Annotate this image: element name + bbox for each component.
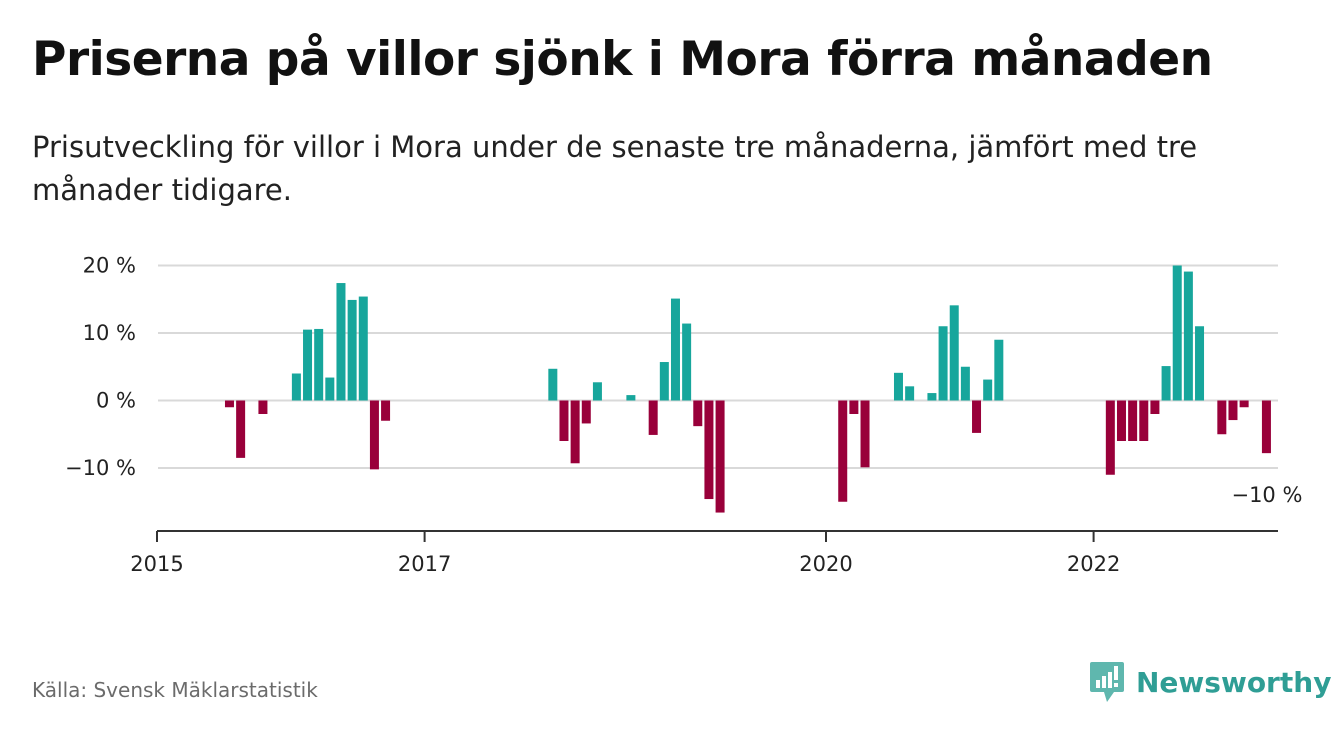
bar-2020-07 [893,372,903,401]
bar-2023-04 [1261,400,1271,454]
bar-2019-02 [704,400,714,500]
bar-2018-04 [592,382,602,401]
bar-2022-08 [1172,265,1182,401]
bar-2020-04 [860,400,870,468]
bar-2016-04 [325,377,335,401]
last-value-label: −10 % [1231,483,1302,507]
bar-2018-01 [559,400,569,441]
bar-2016-07 [358,296,368,401]
axes: 20 % 10 % 0 % −10 % 2015 2017 2020 2022 −10 % [65,254,1302,577]
x-tick-label: 2017 [398,552,451,576]
bar-2022-12 [1217,400,1227,435]
bar-2022-10 [1195,326,1205,401]
bar-2016-08 [369,400,379,470]
y-tick-label: −10 % [65,456,136,480]
bar-2018-03 [581,400,591,424]
bar-2022-02 [1105,400,1115,475]
bar-2018-11 [670,298,680,401]
bar-2023-02 [1239,400,1249,408]
bar-2016-03 [314,328,324,401]
bar-2021-02 [972,400,982,433]
bar-2015-08 [236,400,246,458]
newsworthy-logo-icon [1090,662,1124,702]
bar-2022-06 [1150,400,1160,414]
bar-2018-02 [570,400,580,464]
bar-2018-07 [626,395,636,401]
y-tick-label: 20 % [83,254,136,278]
bar-2022-05 [1139,400,1149,441]
bar-2016-06 [347,299,357,401]
y-tick-label: 0 % [96,389,136,413]
bar-2018-10 [659,362,669,401]
source-note: Källa: Svensk Mäklarstatistik [32,678,318,702]
bar-2021-01 [960,366,970,401]
bar-2020-08 [905,386,915,401]
bar-2016-09 [381,400,391,421]
bar-2022-09 [1183,271,1193,401]
bar-2022-04 [1128,400,1138,441]
bar-2020-02 [838,400,848,502]
x-tick-label: 2015 [130,552,183,576]
bar-2015-07 [224,400,234,408]
bar-2021-03 [983,379,993,401]
bar-2016-05 [336,283,346,401]
bar-2022-03 [1116,400,1126,441]
bar-2018-09 [648,400,658,435]
bar-2015-10 [258,400,268,414]
bar-2018-12 [682,323,692,401]
bar-2016-02 [303,329,313,401]
bar-2020-10 [927,393,937,401]
bar-chart: 20 % 10 % 0 % −10 % 2015 2017 2020 2022 −10 % [65,254,1302,577]
chart-title: Priserna på villor sjönk i Mora förra må… [32,32,1213,87]
bar-2021-04 [994,339,1004,401]
bar-2019-01 [693,400,703,427]
brand-logo[interactable]: Newsworthy [1088,660,1331,704]
bar-2020-12 [949,305,959,401]
bar-2019-03 [715,400,725,513]
chart-subtitle: Prisutveckling för villor i Mora under d… [32,130,1198,207]
brand-name: Newsworthy [1136,665,1332,699]
bar-2023-01 [1228,400,1238,421]
x-tick-label: 2022 [1067,552,1120,576]
bar-2016-01 [291,373,301,401]
y-tick-label: 10 % [83,321,136,345]
bar-2022-07 [1161,366,1171,401]
bar-2020-11 [938,326,948,401]
x-tick-label: 2020 [799,552,852,576]
bar-2020-03 [849,400,859,414]
bar-2017-12 [548,368,558,401]
bars [224,265,1271,513]
